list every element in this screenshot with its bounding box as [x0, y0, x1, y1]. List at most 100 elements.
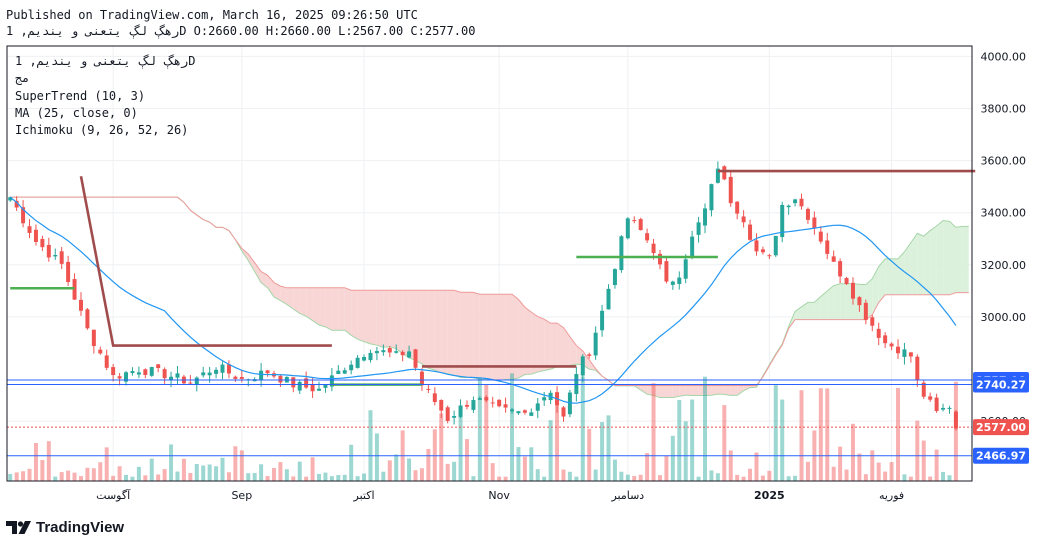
candle-body [683, 259, 688, 279]
volume-bar [98, 462, 103, 481]
volume-bar [657, 475, 662, 481]
volume-bar [368, 410, 373, 481]
volume-bar [600, 422, 605, 481]
volume-bar [143, 475, 148, 481]
candle-body [310, 384, 315, 392]
candle-body [896, 346, 901, 354]
candle-body [677, 277, 682, 284]
candle-body [542, 397, 547, 401]
candle-body [194, 377, 199, 385]
volume-bar [709, 470, 714, 481]
volume-bar [381, 471, 386, 481]
volume-bar [8, 474, 13, 481]
candle-body [580, 356, 585, 376]
price-badge-label: 2740.27 [976, 379, 1026, 392]
candle-body [355, 357, 360, 368]
y-tick-label: 3200.00 [981, 259, 1027, 272]
candle-body [612, 269, 617, 286]
candle-body [304, 378, 309, 388]
cloud-segment [685, 385, 693, 396]
cloud-segment [904, 242, 911, 295]
candle-body [883, 335, 888, 344]
candle-body [793, 199, 798, 204]
candle-body [535, 403, 540, 411]
cloud-segment [807, 302, 815, 320]
volume-bar [953, 381, 958, 481]
cloud-segment [795, 306, 802, 320]
volume-bar [104, 447, 109, 481]
volume-bar [246, 473, 251, 481]
candle-body [464, 404, 469, 407]
candle-body [805, 208, 810, 220]
candle-body [941, 407, 946, 410]
volume-bar [883, 471, 888, 481]
legend-ma[interactable]: MA (25, close, 0) [15, 106, 138, 120]
cloud-segment [351, 290, 358, 340]
cloud-segment [402, 290, 410, 358]
cloud-segment [421, 290, 429, 369]
cloud-segment [331, 287, 339, 331]
cloud-segment [434, 290, 442, 373]
volume-bar [78, 476, 83, 481]
candle-body [780, 204, 785, 238]
candle-body [98, 349, 103, 354]
volume-bar [522, 456, 527, 481]
candle-body [947, 407, 952, 409]
volume-bar [677, 399, 682, 481]
volume-bar [863, 474, 868, 481]
volume-bar [111, 475, 116, 481]
volume-bar [651, 383, 656, 481]
cloud-segment [415, 290, 422, 364]
price-badge [973, 376, 1029, 393]
volume-bar [490, 463, 495, 481]
cloud-segment [357, 290, 365, 342]
candle-body [606, 288, 611, 310]
volume-bar [555, 395, 560, 481]
volume-bar [85, 467, 90, 481]
volume-bar [136, 466, 141, 481]
x-tick-label: اکتبر [353, 489, 375, 502]
cloud-segment [518, 299, 525, 378]
candle-body [844, 278, 849, 284]
candle-body [46, 244, 51, 258]
candle-body [21, 207, 26, 224]
volume-bar [91, 468, 96, 481]
volume-bar [362, 473, 367, 481]
volume-bar [850, 423, 855, 481]
x-tick-label: دسامبر [610, 489, 644, 502]
x-tick-label: آگوست [96, 488, 131, 502]
cloud-segment [273, 282, 281, 301]
candle-body [889, 343, 894, 347]
candle-body [291, 377, 296, 388]
volume-bar [484, 384, 489, 481]
volume-bar [239, 450, 244, 481]
candle-body [908, 352, 913, 357]
legend-symbol: رهڳ لڳ يتعنی و ينديم, 1D [15, 54, 195, 69]
cloud-segment [531, 312, 538, 375]
candle-body [53, 254, 58, 257]
candle-body [368, 352, 373, 361]
candle-body [226, 364, 231, 374]
volume-bar [612, 459, 617, 481]
candle-body [870, 317, 875, 326]
candle-body [838, 261, 843, 277]
cloud-segment [692, 385, 699, 396]
legend-ichimoku[interactable]: Ichimoku (9, 26, 52, 26) [15, 123, 188, 137]
cloud-segment [724, 385, 731, 396]
cloud-segment [537, 316, 545, 373]
candlesticks [8, 161, 958, 431]
candle-body [278, 375, 283, 383]
volume-bar [271, 468, 276, 481]
cloud-segment [409, 290, 416, 361]
supertrend-segment-1 [79, 175, 332, 347]
candle-body [452, 416, 457, 418]
cloud-segment [827, 285, 834, 320]
candle-body [374, 351, 379, 354]
chart-header: Published on TradingView.com, March 16, … [0, 0, 1044, 46]
cloud-segment [962, 226, 969, 293]
volume-bar [349, 444, 354, 481]
legend-supertrend[interactable]: SuperTrend (10, 3) [15, 89, 145, 103]
volume-bar [703, 376, 708, 481]
volume-bar [181, 458, 186, 481]
